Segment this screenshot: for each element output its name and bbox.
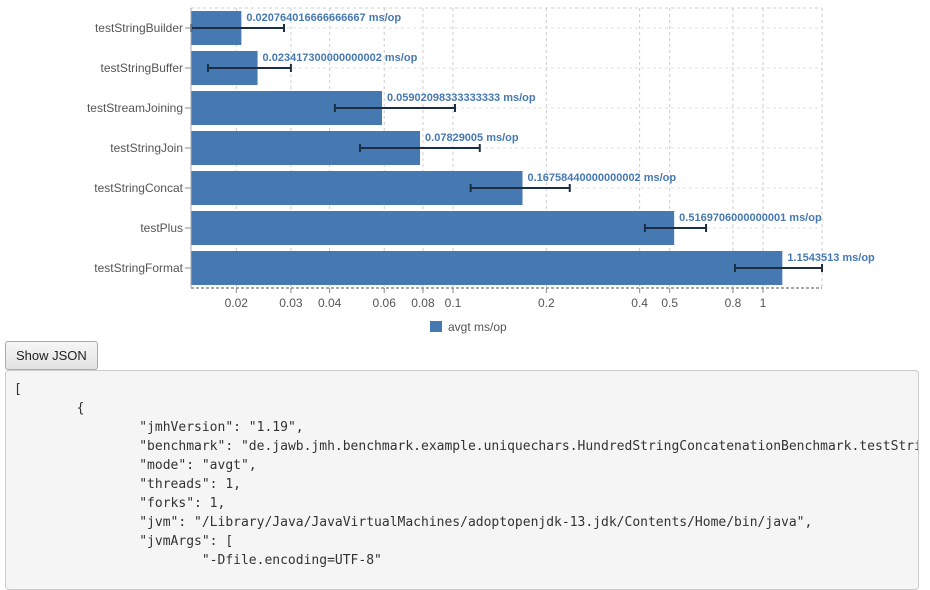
data-label: 0.023417300000000002 ms/op [263, 52, 418, 64]
show-json-button[interactable]: Show JSON [5, 341, 98, 370]
y-tick-label: testStringConcat [94, 181, 183, 195]
x-tick-label: 0.08 [411, 296, 435, 310]
bar [191, 251, 783, 285]
benchmark-chart: 0.020764016666666667 ms/op testStringBuil… [87, 7, 875, 334]
y-tick-label: testStringBuffer [101, 61, 184, 75]
y-tick-label: testStreamJoining [87, 101, 183, 115]
x-tick-label: 1 [760, 296, 767, 310]
json-output: [ { "jmhVersion": "1.19", "benchmark": "… [5, 370, 919, 590]
data-label: 1.1543513 ms/op [787, 252, 875, 264]
y-tick-label: testStringFormat [94, 261, 183, 275]
x-tick-label: 0.8 [725, 296, 742, 310]
data-label: 0.05902098333333333 ms/op [387, 92, 536, 104]
x-tick-label: 0.03 [279, 296, 303, 310]
x-tick-label: 0.5 [661, 296, 678, 310]
legend-label: avgt ms/op [448, 320, 507, 334]
x-tick-label: 0.4 [631, 296, 648, 310]
y-tick-label: testStringJoin [110, 141, 183, 155]
bar [191, 211, 675, 245]
x-tick-label: 0.02 [225, 296, 249, 310]
data-label: 0.5169706000000001 ms/op [679, 212, 822, 224]
bar [191, 171, 523, 205]
y-tick-label: testStringBuilder [95, 21, 183, 35]
data-label: 0.07829005 ms/op [425, 132, 519, 144]
x-tick-label: 0.1 [445, 296, 462, 310]
data-label: 0.16758440000000002 ms/op [528, 172, 677, 184]
x-tick-label: 0.06 [373, 296, 397, 310]
x-tick-label: 0.04 [318, 296, 342, 310]
y-tick-label: testPlus [140, 221, 183, 235]
legend-swatch [430, 321, 442, 332]
x-tick-label: 0.2 [538, 296, 555, 310]
data-label: 0.020764016666666667 ms/op [246, 12, 401, 24]
